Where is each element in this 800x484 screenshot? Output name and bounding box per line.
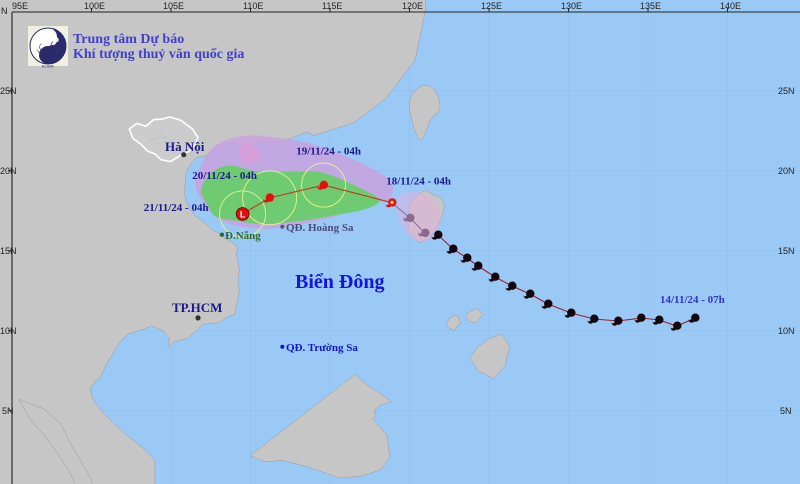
svg-text:105E: 105E <box>163 1 184 11</box>
svg-text:TP.HCM: TP.HCM <box>172 300 222 315</box>
svg-text:10N: 10N <box>0 326 17 336</box>
svg-text:140E: 140E <box>720 1 741 11</box>
svg-text:120E: 120E <box>402 1 423 11</box>
svg-text:14/11/24 - 07h: 14/11/24 - 07h <box>660 294 725 306</box>
svg-text:QĐ. Hoàng Sa: QĐ. Hoàng Sa <box>286 222 354 234</box>
svg-text:110E: 110E <box>243 1 263 11</box>
svg-text:Hà Nội: Hà Nội <box>165 139 205 154</box>
svg-text:Biển Đông: Biển Đông <box>295 271 384 293</box>
svg-text:20/11/24 - 04h: 20/11/24 - 04h <box>192 170 257 182</box>
svg-text:5N: 5N <box>780 406 792 416</box>
svg-text:QĐ. Trường Sa: QĐ. Trường Sa <box>286 342 358 354</box>
svg-text:21/11/24 - 04h: 21/11/24 - 04h <box>144 202 209 214</box>
svg-text:NCHMF: NCHMF <box>42 65 54 69</box>
svg-text:N: N <box>1 6 8 16</box>
svg-text:15N: 15N <box>0 246 17 256</box>
svg-text:115E: 115E <box>322 1 342 11</box>
svg-text:18/11/24 - 04h: 18/11/24 - 04h <box>386 176 451 188</box>
svg-text:5N: 5N <box>2 406 14 416</box>
svg-text:20N: 20N <box>778 166 795 176</box>
svg-text:L: L <box>240 209 246 219</box>
svg-text:25N: 25N <box>778 86 795 96</box>
svg-text:95E: 95E <box>12 1 28 11</box>
svg-text:Khí tượng thuỷ văn quốc gia: Khí tượng thuỷ văn quốc gia <box>73 47 244 62</box>
svg-text:100E: 100E <box>84 1 105 11</box>
svg-text:135E: 135E <box>640 1 661 11</box>
svg-text:Đ.Nẵng: Đ.Nẵng <box>225 230 261 242</box>
svg-text:15N: 15N <box>778 246 795 256</box>
svg-text:Trung tâm Dự báo: Trung tâm Dự báo <box>73 32 184 47</box>
svg-text:19/11/24 - 04h: 19/11/24 - 04h <box>296 146 361 158</box>
svg-text:125E: 125E <box>481 1 502 11</box>
svg-text:25N: 25N <box>0 86 17 96</box>
svg-text:130E: 130E <box>561 1 582 11</box>
svg-text:20N: 20N <box>0 166 17 176</box>
svg-text:10N: 10N <box>778 326 795 336</box>
